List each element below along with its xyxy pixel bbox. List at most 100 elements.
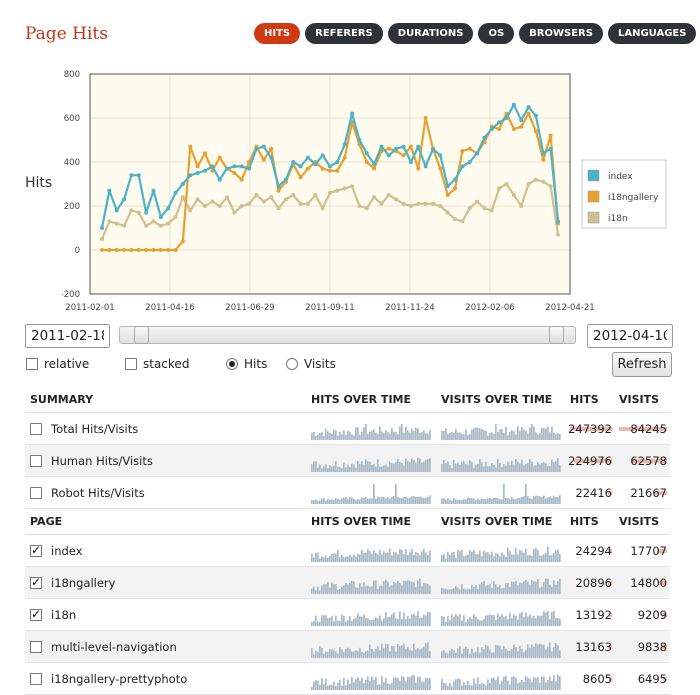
data-point-i18n [482, 206, 487, 211]
sparkline-bar [443, 497, 445, 504]
data-point-i18n [519, 204, 524, 208]
visits-sparkline [441, 483, 561, 504]
hits-over-time-cell [311, 567, 433, 598]
stacked-option[interactable]: stacked [125, 357, 189, 371]
sparkline-bar [443, 553, 445, 562]
stacked-label: stacked [143, 357, 190, 371]
row-checkbox[interactable] [30, 422, 42, 435]
sparkline-bar [365, 585, 367, 594]
row-checkbox[interactable] [30, 640, 42, 653]
refresh-button[interactable]: Refresh [612, 352, 672, 377]
sparkline-bar [527, 677, 529, 690]
sparkline-bar [383, 647, 385, 658]
sparkline-bar [465, 589, 467, 594]
tab-browsers[interactable]: BROWSERS [519, 23, 603, 44]
sparkline-bar [409, 618, 411, 626]
tab-durations[interactable]: DURATIONS [387, 23, 474, 44]
data-point-i18ngallery [519, 124, 524, 129]
sparkline-bar [515, 433, 517, 440]
sparkline-bar [327, 651, 329, 658]
sparkline-bar [369, 680, 371, 690]
sparkline-bar [549, 431, 551, 440]
sparkline-bar [445, 588, 447, 594]
sparkline-bar [345, 684, 347, 690]
visits-radio[interactable] [286, 358, 298, 370]
end-date-input[interactable] [587, 324, 673, 348]
sparkline-bar [509, 464, 511, 472]
visits-sparkline [441, 674, 561, 690]
data-point-index [291, 160, 296, 164]
tab-hits[interactable]: HITS [254, 23, 301, 44]
row-checkbox[interactable] [30, 543, 42, 557]
data-point-i18n [438, 204, 443, 208]
sparkline-bar [337, 498, 339, 504]
sparkline-bar [499, 645, 501, 658]
sparkline-bar [361, 460, 363, 472]
sparkline-bar [519, 645, 521, 658]
start-date-input[interactable] [25, 324, 110, 348]
slider-right-handle[interactable] [548, 326, 564, 344]
visits-option[interactable]: Visits [286, 357, 336, 371]
hits-value-cell: 224976 [568, 445, 612, 476]
sparkline-bar [475, 683, 477, 690]
sparkline-bar [367, 617, 369, 626]
sparkline-bar [487, 551, 489, 562]
sparkline-bar [353, 463, 355, 472]
sparkline-bar [361, 677, 363, 690]
sparkline-bar [315, 615, 317, 626]
sparkline-bar [407, 676, 409, 690]
hits-radio[interactable] [226, 358, 238, 370]
sparkline-bar [449, 682, 451, 690]
hits-over-time-cell [311, 445, 433, 476]
sparkline-bar [317, 551, 319, 562]
relative-option[interactable]: relative [26, 357, 89, 371]
tab-referers[interactable]: REFERERS [305, 23, 383, 44]
relative-checkbox[interactable] [26, 358, 38, 370]
sparkline-bar [423, 681, 425, 690]
sparkline-bar [391, 645, 393, 658]
sparkline-bar [313, 557, 315, 562]
sparkline-bar [487, 435, 489, 440]
sparkline-bar [479, 550, 481, 562]
sparkline-bar [479, 458, 481, 472]
sparkline-bar [545, 497, 547, 504]
data-point-index [497, 120, 502, 125]
slider-left-handle[interactable] [134, 326, 150, 344]
column-header-hits: HITS [570, 515, 599, 528]
sparkline-bar [405, 648, 407, 658]
stacked-checkbox[interactable] [125, 358, 137, 370]
sparkline-bar [477, 427, 479, 440]
sparkline-bar [553, 552, 555, 562]
sparkline-bar [531, 498, 533, 504]
sparkline-bar [481, 555, 483, 562]
data-point-i18n [445, 210, 450, 215]
sparkline-bar [527, 554, 529, 562]
sparkline-bar [401, 423, 403, 440]
visits-value-cell: 84245 [619, 413, 667, 444]
row-checkbox[interactable] [30, 672, 42, 685]
tab-os[interactable]: OS [478, 23, 515, 44]
hits-option[interactable]: Hits [226, 357, 267, 371]
sparkline-bar [397, 618, 399, 626]
row-checkbox[interactable] [30, 454, 42, 467]
data-point-index [445, 184, 450, 189]
sparkline-bar [371, 464, 373, 472]
sparkline-bar [389, 548, 391, 562]
data-point-index [408, 160, 413, 164]
data-point-i18n [372, 195, 377, 200]
tab-languages[interactable]: LANGUAGES [607, 23, 697, 44]
date-range-slider[interactable] [119, 326, 576, 344]
data-point-i18ngallery [261, 157, 266, 162]
sparkline-bar [547, 426, 549, 440]
data-point-i18n [100, 237, 104, 241]
visits-over-time-cell [441, 445, 563, 476]
data-point-i18ngallery [180, 239, 185, 244]
sparkline-bar [337, 466, 339, 472]
row-checkbox[interactable] [30, 575, 42, 589]
sparkline-bar [315, 679, 317, 690]
sparkline-bar [529, 677, 531, 690]
sparkline-bar [331, 433, 333, 440]
row-checkbox[interactable] [30, 607, 42, 621]
sparkline-bar [543, 581, 545, 594]
row-checkbox[interactable] [30, 486, 42, 499]
